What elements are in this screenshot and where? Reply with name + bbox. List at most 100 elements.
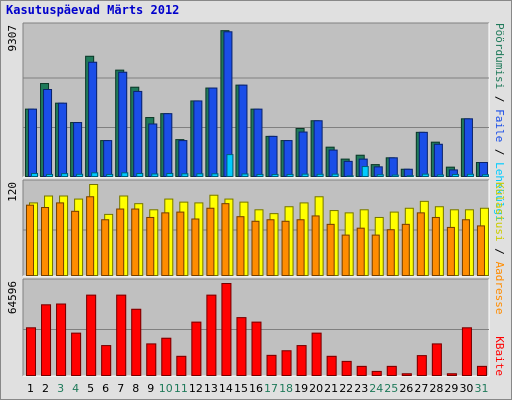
bar-aadresse-fill <box>371 234 380 276</box>
bar-kbaite <box>86 294 97 376</box>
bar-kbaite <box>131 308 142 376</box>
bar-aadresse-fill <box>281 220 290 276</box>
bar-kbaite-fill <box>101 345 112 376</box>
day-label: 22 <box>339 382 353 395</box>
bar-lehekulgi-edge <box>406 175 414 178</box>
bar-aadresse-fill <box>206 207 215 276</box>
bar-kbaite <box>416 355 427 376</box>
day-label: 6 <box>102 382 109 395</box>
bar-aadresse-edge <box>326 223 335 277</box>
bar-aadresse <box>461 219 470 276</box>
bar-lehekulgi-edge <box>241 173 249 178</box>
bar-kbaite-fill <box>326 355 337 376</box>
bar-faile <box>238 84 248 177</box>
bar-lehekulgi <box>286 173 294 178</box>
bar-kbaite-edge <box>431 343 442 376</box>
bar-kbaite <box>206 294 217 376</box>
bar-aadresse <box>221 203 230 277</box>
bar-kbaite-edge <box>446 373 457 376</box>
bar-lehekulgi-edge <box>181 173 189 177</box>
bar-kbaite-edge <box>221 283 232 376</box>
bar-kbaite-edge <box>41 304 52 377</box>
bar-kbaite-fill <box>131 308 142 376</box>
bar-lehekulgi <box>316 173 324 178</box>
bar-lehekulgi-edge <box>61 173 69 177</box>
bar-lehekulgi-edge <box>301 173 309 177</box>
bar-kbaite-fill <box>116 294 127 376</box>
bar-lehekulgi-fill <box>226 154 234 177</box>
day-label: 19 <box>294 382 308 395</box>
bar-faile <box>298 131 308 177</box>
bar-aadresse-fill <box>191 218 200 276</box>
bar-aadresse <box>371 234 380 277</box>
day-label: 10 <box>159 382 173 395</box>
legend-kulastusi: Külastusi <box>493 182 506 242</box>
bar-faile-fill <box>253 108 263 177</box>
bar-lehekulgi-edge <box>136 172 144 178</box>
bar-kbaite-fill <box>416 355 427 376</box>
bar-lehekulgi-fill <box>421 173 429 177</box>
bar-aadresse <box>26 204 34 276</box>
bar-faile <box>133 90 143 177</box>
bar-aadresse-edge <box>146 216 155 276</box>
day-label: 5 <box>87 382 94 395</box>
bar-lehekulgi <box>331 173 339 177</box>
bar-lehekulgi-fill <box>181 173 189 177</box>
bar-faile-fill <box>268 135 278 177</box>
bar-aadresse-fill <box>401 223 410 276</box>
bar-aadresse-fill <box>26 204 34 276</box>
bar-kbaite <box>161 337 172 377</box>
bar-lehekulgi-fill <box>136 172 144 177</box>
bar-lehekulgi <box>196 173 204 177</box>
bar-kbaite <box>326 355 337 377</box>
bar-kbaite-fill <box>26 327 36 376</box>
bar-lehekulgi-fill <box>376 174 384 177</box>
day-label: 15 <box>234 382 248 395</box>
bar-kbaite <box>191 321 202 376</box>
bar-kbaite <box>311 332 322 376</box>
bar-lehekulgi <box>421 173 429 177</box>
bar-aadresse-edge <box>296 219 305 276</box>
bar-faile-fill <box>328 149 338 177</box>
bar-kbaite <box>401 373 412 376</box>
bar-lehekulgi-edge <box>466 173 474 178</box>
bar-lehekulgi-edge <box>106 173 114 178</box>
bar-kbaite-fill <box>311 332 322 376</box>
bar-kbaite-edge <box>296 345 307 377</box>
bar-lehekulgi-edge <box>451 173 459 178</box>
bar-kbaite-edge <box>191 321 202 376</box>
bar-kbaite-fill <box>86 294 97 376</box>
bar-lehekulgi-edge <box>76 173 84 178</box>
bar-faile <box>418 131 428 178</box>
bar-lehekulgi <box>121 172 129 177</box>
bar-lehekulgi-edge <box>256 173 264 178</box>
bar-aadresse-edge <box>386 229 395 277</box>
day-label: 20 <box>309 382 323 395</box>
bar-kbaite-edge <box>371 370 382 376</box>
bar-aadresse-edge <box>86 196 95 276</box>
bar-aadresse-edge <box>56 202 65 276</box>
bar-lehekulgi-fill <box>241 173 249 177</box>
bar-lehekulgi-fill <box>151 173 159 177</box>
bar-kbaite-edge <box>266 354 277 376</box>
bar-aadresse-edge <box>311 215 320 276</box>
bar-faile <box>103 140 113 178</box>
bar-aadresse <box>56 202 65 276</box>
bar-lehekulgi-edge <box>226 154 234 177</box>
bar-faile-fill <box>388 157 398 177</box>
legend-lehekulgi: Lehekülgi <box>493 162 506 222</box>
day-label: 23 <box>354 382 368 395</box>
bar-aadresse-fill <box>56 202 65 276</box>
bar-kbaite-edge <box>461 327 472 377</box>
bar-lehekulgi-edge <box>166 172 174 178</box>
bar-kbaite <box>26 327 36 377</box>
day-label: 4 <box>72 382 79 395</box>
bar-kbaite-fill <box>206 294 217 376</box>
bar-faile <box>43 89 53 177</box>
bar-lehekulgi-fill <box>91 172 99 177</box>
bar-kbaite <box>356 365 367 377</box>
bar-lehekulgi-fill <box>31 172 38 177</box>
bar-kbaite-fill <box>476 365 487 376</box>
bar-lehekulgi <box>61 173 69 177</box>
bar-aadresse-fill <box>326 223 335 276</box>
